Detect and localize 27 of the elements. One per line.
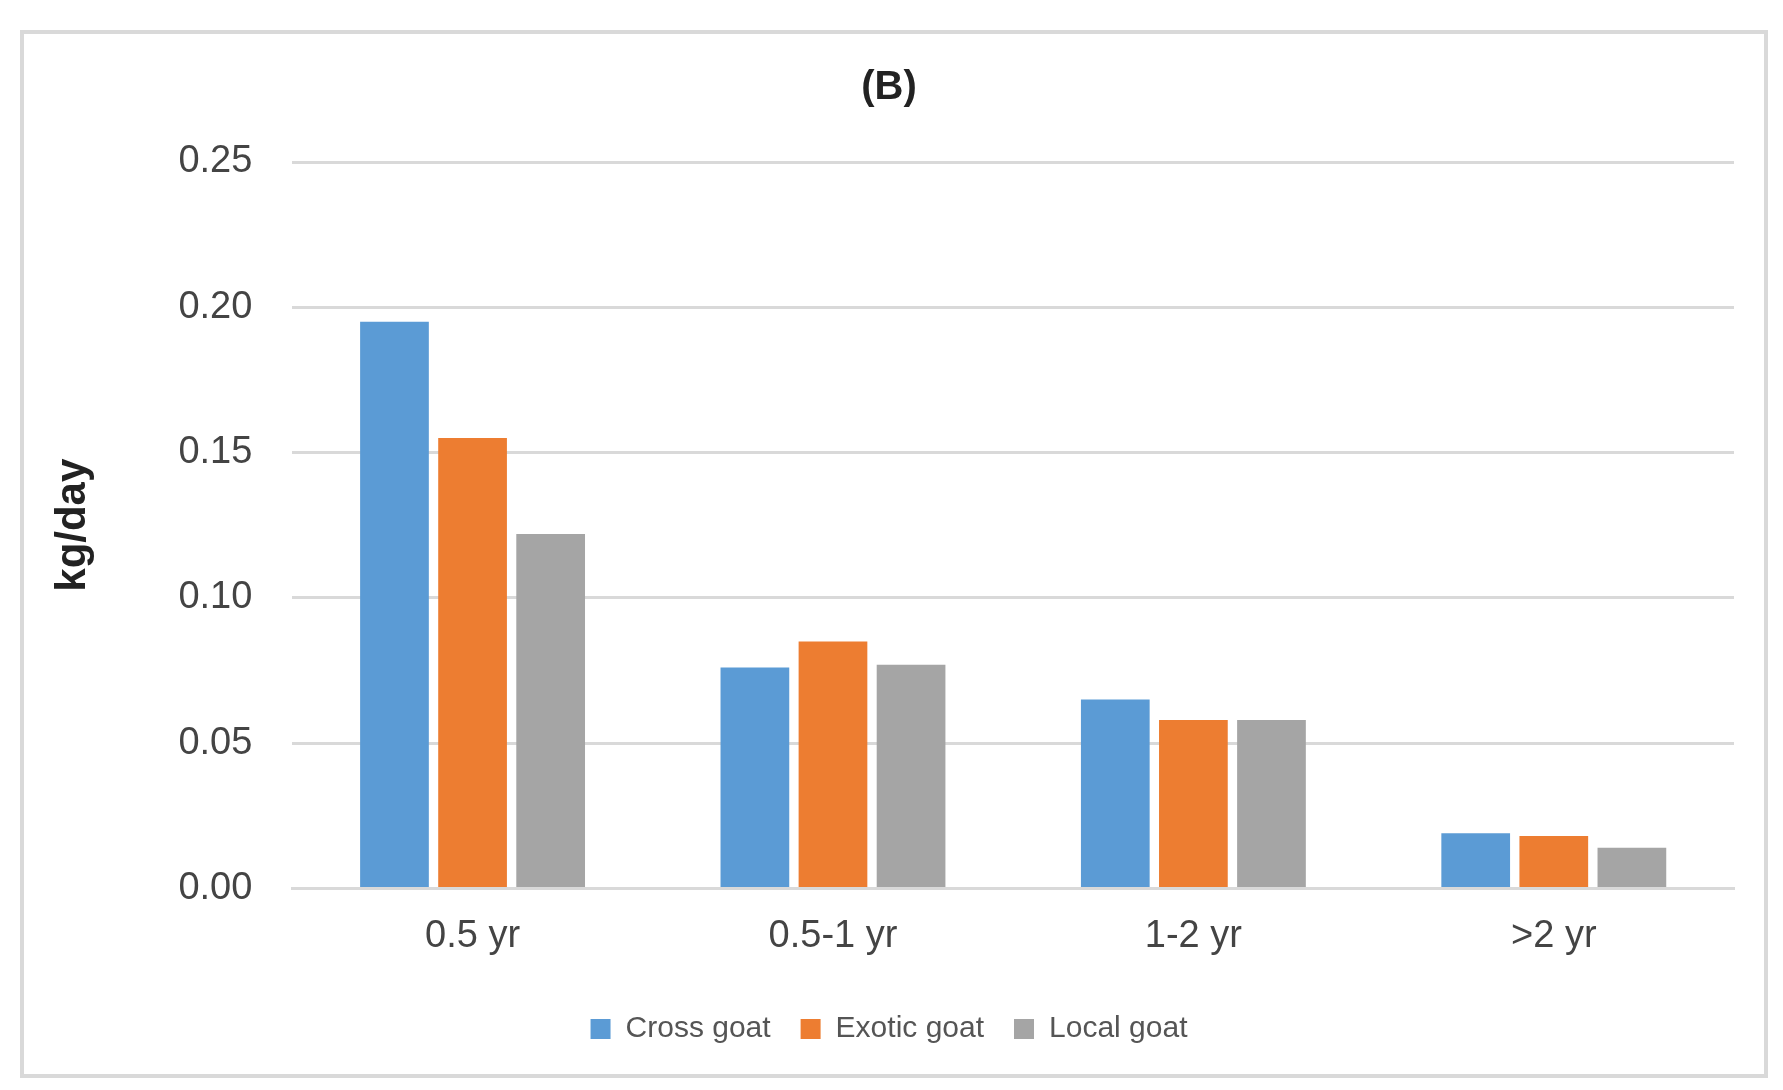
bar bbox=[798, 641, 868, 887]
x-tick-label: 1-2 yr bbox=[1144, 912, 1243, 955]
bar bbox=[720, 667, 790, 887]
y-tick-label: 0.25 bbox=[178, 138, 253, 181]
y-tick-label: 0.20 bbox=[178, 283, 253, 326]
bar bbox=[1080, 699, 1150, 887]
bar bbox=[516, 533, 586, 887]
y-axis-title: kg/day bbox=[46, 458, 94, 592]
bar bbox=[1597, 847, 1667, 887]
bar bbox=[1237, 719, 1306, 887]
bar bbox=[876, 664, 946, 887]
y-tick-label: 0.15 bbox=[178, 429, 253, 472]
bar bbox=[360, 321, 429, 887]
bar bbox=[1159, 719, 1228, 887]
bar bbox=[438, 438, 507, 887]
x-tick-label: 0.5-1 yr bbox=[768, 912, 898, 955]
legend-label: Cross goat bbox=[625, 1010, 772, 1044]
y-tick-label: 0.10 bbox=[178, 574, 253, 617]
legend-label: Local goat bbox=[1049, 1010, 1189, 1044]
chart-title: (B) bbox=[861, 63, 917, 108]
bar bbox=[1441, 833, 1511, 887]
x-tick-label: >2 yr bbox=[1511, 912, 1597, 955]
y-tick-label: 0.00 bbox=[178, 864, 253, 907]
x-tick-label: 0.5 yr bbox=[425, 912, 521, 955]
y-tick-label: 0.05 bbox=[178, 719, 253, 762]
legend-label: Exotic goat bbox=[835, 1010, 985, 1044]
bar bbox=[1519, 836, 1589, 887]
